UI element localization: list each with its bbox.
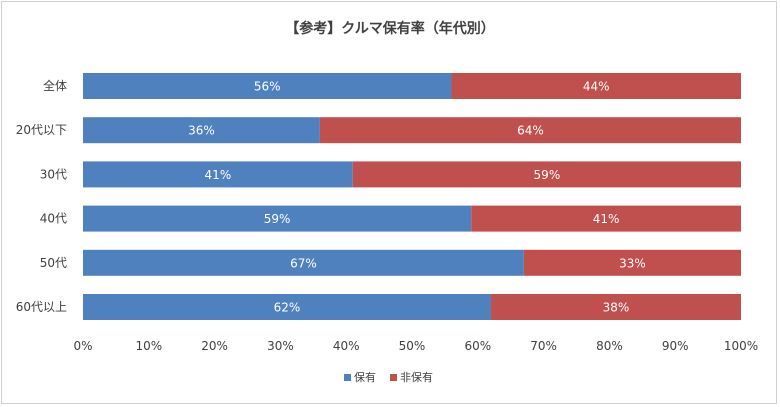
- bar-segment-owned: [83, 294, 491, 320]
- x-tick-label: 80%: [596, 339, 623, 353]
- x-tick-label: 100%: [724, 339, 758, 353]
- category-label: 全体: [43, 78, 67, 93]
- legend-swatch: [390, 374, 397, 381]
- bar-segment-not-owned: [490, 294, 741, 320]
- bar-segment-owned: [83, 161, 353, 188]
- category-label: 60代以上: [16, 300, 67, 314]
- category-label: 50代: [40, 256, 67, 270]
- x-axis-ticks: 0% 10% 20% 30% 40% 50% 60% 70% 80% 90% 100%: [73, 339, 758, 353]
- x-tick-label: 30%: [267, 339, 294, 353]
- data-label: 33%: [619, 256, 646, 270]
- bar-segment-owned: [83, 205, 472, 232]
- x-tick-label: 90%: [662, 339, 689, 353]
- x-tick-label: 50%: [399, 339, 426, 353]
- legend: 保有 非保有: [344, 370, 433, 384]
- data-label: 41%: [205, 168, 232, 182]
- bar-segment-not-owned: [451, 73, 741, 99]
- bars-group: 56% 44% 36% 64% 41% 59% 59% 41% 67% 33% 62% 38%: [83, 73, 741, 320]
- bar-segment-not-owned: [319, 117, 741, 144]
- legend-label: 保有: [354, 370, 376, 384]
- data-label: 56%: [254, 80, 281, 94]
- x-tick-label: 70%: [530, 339, 557, 353]
- bar-segment-owned: [83, 73, 452, 99]
- x-tick-label: 0%: [73, 339, 92, 353]
- x-tick-label: 10%: [135, 339, 162, 353]
- bar-segment-not-owned: [471, 205, 741, 232]
- x-tick-label: 60%: [464, 339, 491, 353]
- data-label: 59%: [264, 212, 291, 226]
- data-label: 62%: [274, 301, 301, 315]
- chart-title: 【参考】クルマ保有率（年代別）: [285, 20, 495, 37]
- bar-segment-not-owned: [523, 249, 741, 276]
- category-label: 20代以下: [16, 123, 67, 137]
- data-label: 44%: [583, 80, 610, 94]
- x-tick-label: 20%: [201, 339, 228, 353]
- data-label: 38%: [603, 301, 630, 315]
- category-labels: 全体 20代以下 30代 40代 50代 60代以上: [16, 78, 67, 314]
- bar-segment-owned: [83, 249, 524, 276]
- category-label: 40代: [40, 212, 67, 226]
- legend-label: 非保有: [400, 370, 433, 384]
- data-label: 36%: [188, 124, 215, 138]
- category-label: 30代: [40, 167, 67, 181]
- legend-swatch: [344, 374, 351, 381]
- bar-segment-not-owned: [352, 161, 741, 188]
- bar-segment-owned: [83, 117, 320, 144]
- data-label: 64%: [517, 124, 544, 138]
- data-label: 59%: [534, 168, 561, 182]
- data-label: 67%: [290, 256, 317, 270]
- x-tick-label: 40%: [333, 339, 360, 353]
- data-label: 41%: [593, 212, 620, 226]
